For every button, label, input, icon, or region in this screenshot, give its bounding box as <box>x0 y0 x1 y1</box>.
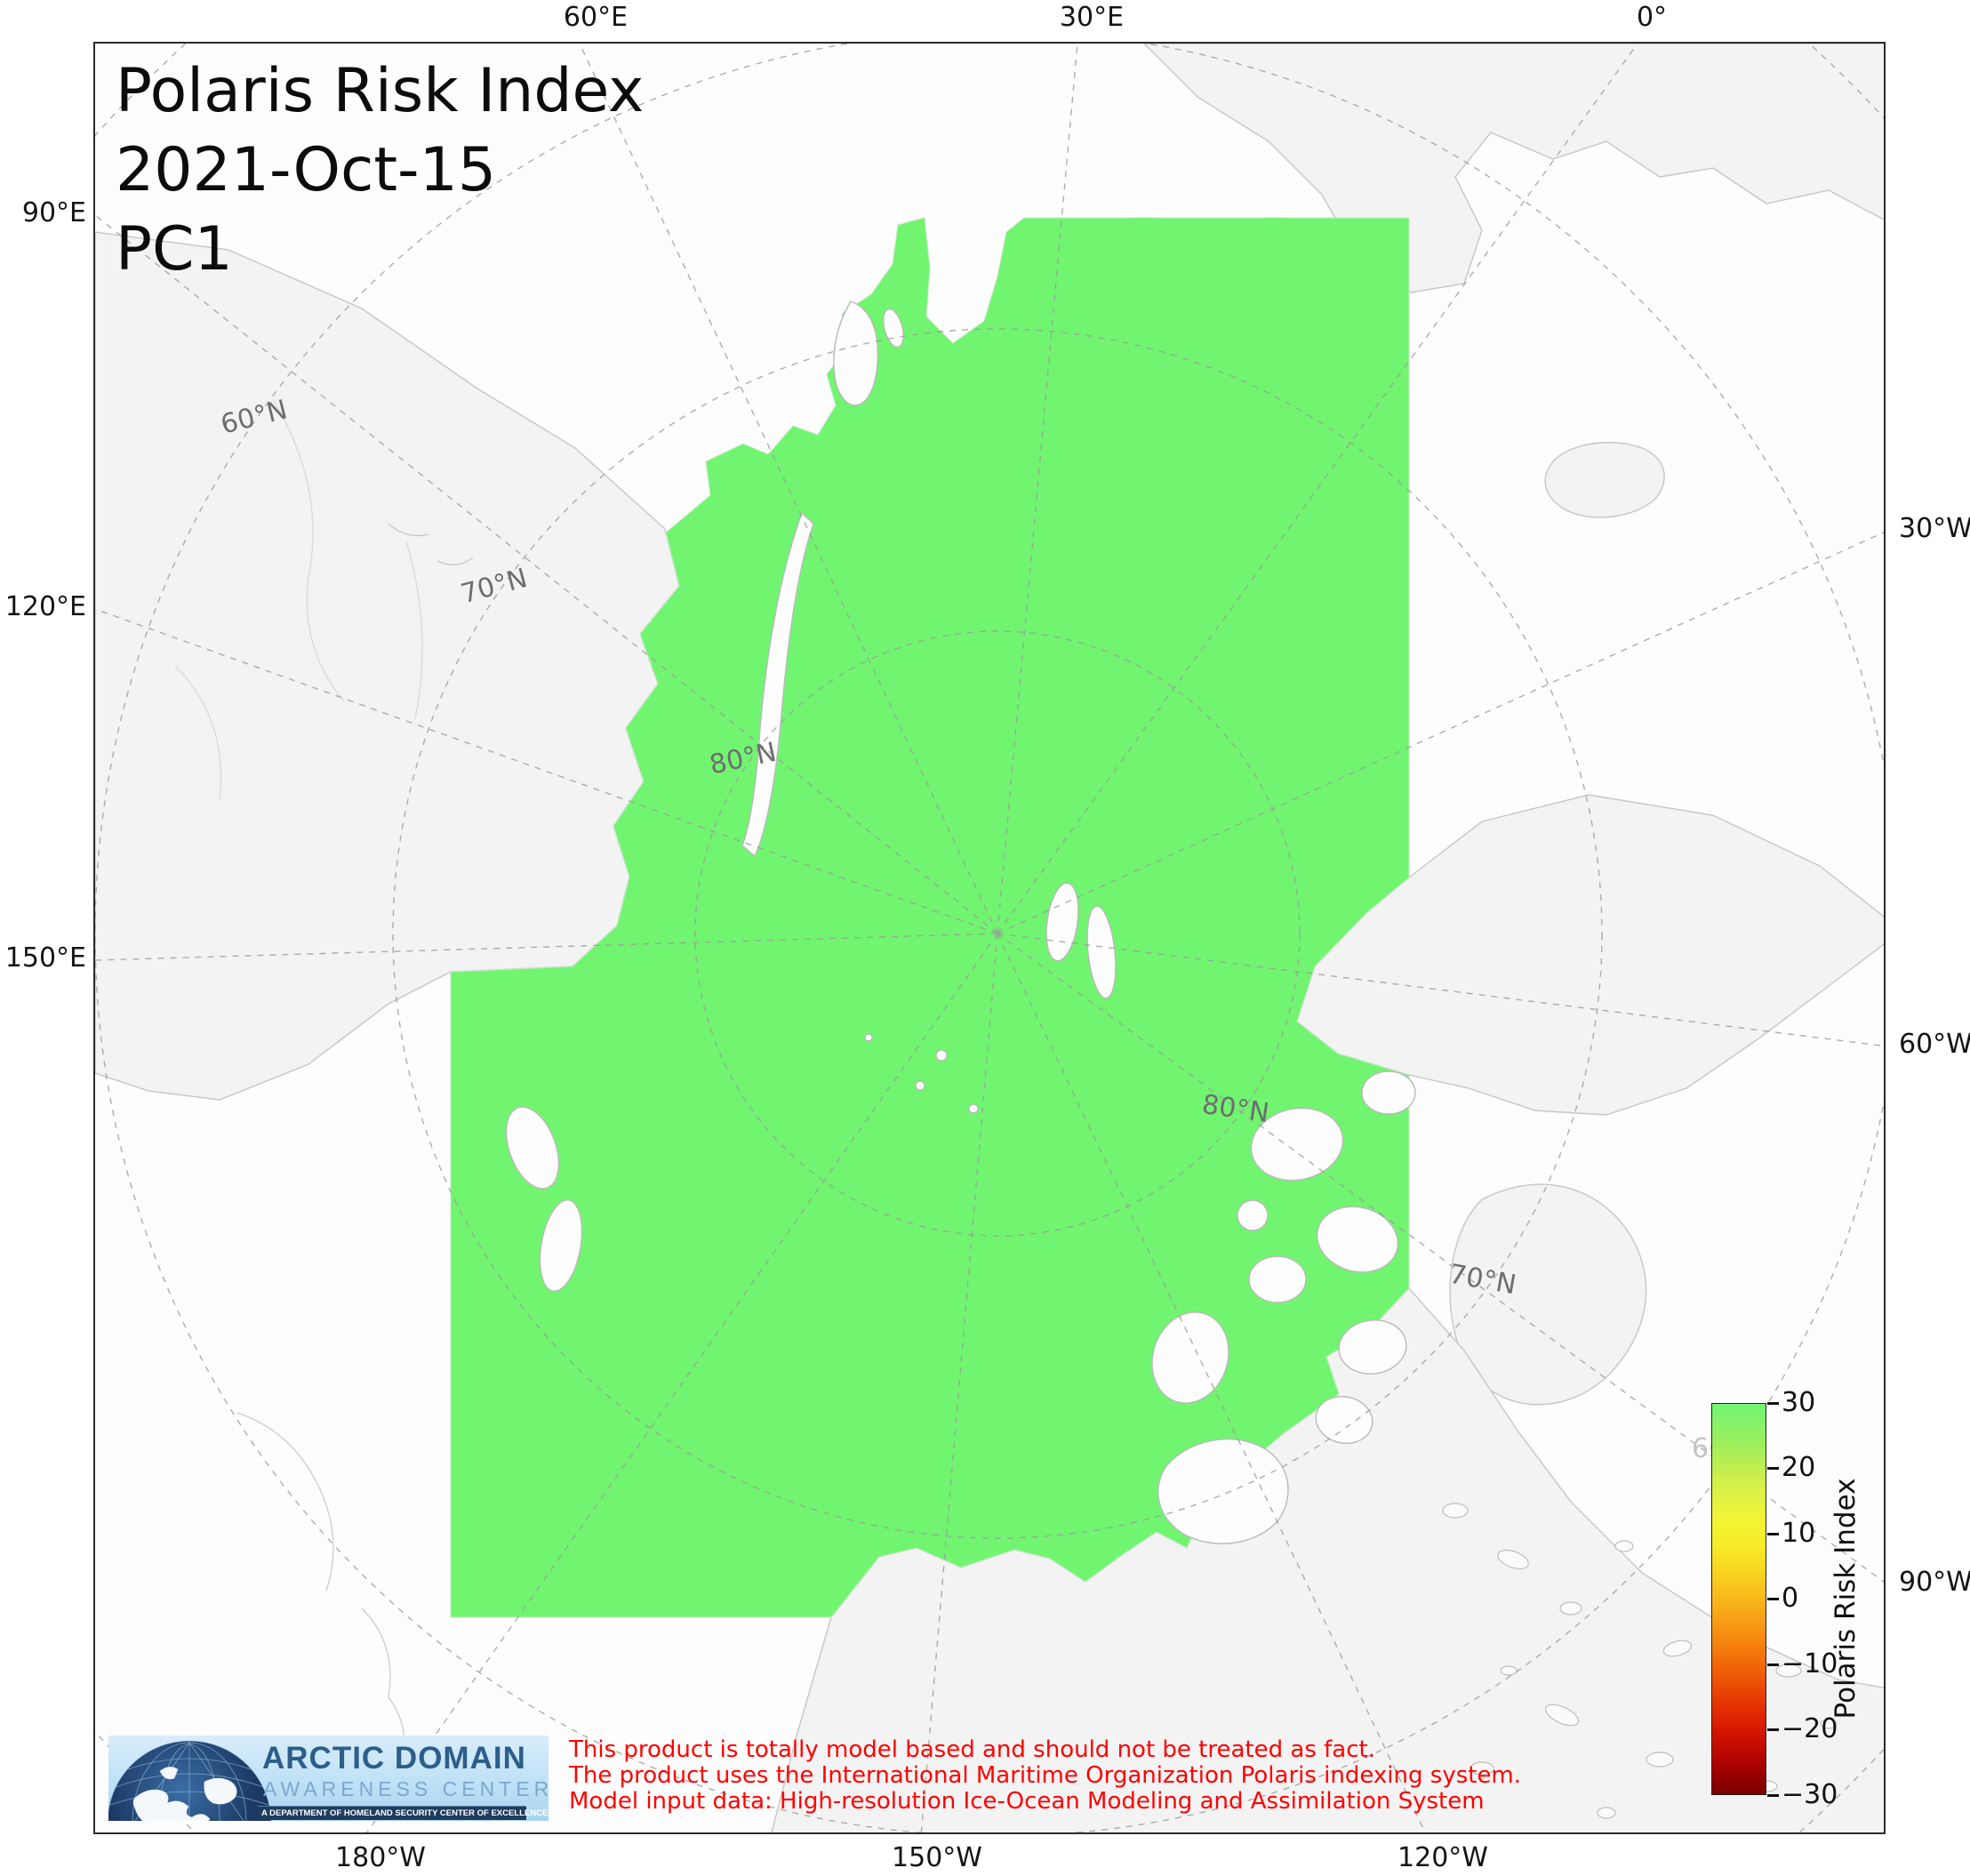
colorbar-tick-n20 <box>1767 1728 1779 1731</box>
disclaimer-line1: This product is totally model based and … <box>569 1736 1375 1763</box>
colorbar-ticklabel-n10: −10 <box>1782 1648 1838 1680</box>
axis-label-30e: 30°E <box>1059 2 1125 33</box>
logo-tagline-bar: A DEPARTMENT OF HOMELAND SECURITY CENTER… <box>258 1806 548 1820</box>
disclaimer-line2: The product uses the International Marit… <box>569 1762 1522 1789</box>
colorbar-tick-30 <box>1767 1402 1779 1405</box>
colorbar-tick-10 <box>1767 1533 1779 1535</box>
colorbar-axis-label: Polaris Risk Index <box>1830 1478 1862 1720</box>
axis-label-90e: 90°E <box>21 197 86 228</box>
meridians <box>95 44 1884 1832</box>
island-banks <box>1151 1311 1229 1404</box>
axis-label-150w: 150°W <box>892 1842 982 1873</box>
disclaimer-text: This product is totally model based and … <box>569 1737 1521 1815</box>
colorbar-tick-n10 <box>1767 1664 1779 1666</box>
logo-tagline: A DEPARTMENT OF HOMELAND SECURITY CENTER… <box>261 1808 549 1818</box>
island-victoria <box>1157 1438 1289 1544</box>
axis-label-150e: 150°E <box>4 942 86 974</box>
colorbar-tick-20 <box>1767 1467 1779 1470</box>
map-plot-area <box>93 42 1886 1834</box>
canada-lakes <box>1442 1503 1838 1819</box>
map-title-date: 2021-Oct-15 <box>116 135 497 205</box>
parallel-80n <box>694 630 1301 1237</box>
parallel-70n <box>392 328 1603 1539</box>
colorbar-tick-0 <box>1767 1598 1779 1600</box>
colorbar-ticklabel-n20: −20 <box>1782 1713 1838 1744</box>
logo-title: ARCTIC DOMAIN <box>262 1741 526 1776</box>
map-title-variable: PC1 <box>116 214 233 285</box>
map-title: Polaris Risk Index 2021-Oct-15 PC1 <box>116 52 644 289</box>
axis-label-120e: 120°E <box>4 591 86 622</box>
axis-label-0: 0° <box>1636 2 1668 33</box>
colorbar-ticklabel-30: 30 <box>1782 1387 1816 1418</box>
colorbar-ticklabel-n30: −30 <box>1782 1779 1838 1810</box>
land-iceland <box>1544 441 1665 518</box>
logo-subtitle: AWARENESS CENTER <box>263 1777 549 1800</box>
axis-label-30w: 30°W <box>1899 513 1970 544</box>
globe-icon <box>108 1740 272 1821</box>
axis-label-60w: 60°W <box>1899 1029 1970 1060</box>
colorbar-ticklabel-20: 20 <box>1782 1452 1816 1483</box>
adac-logo: ARCTIC DOMAIN AWARENESS CENTER A DEPARTM… <box>108 1736 549 1821</box>
land-baffin <box>1449 1183 1647 1406</box>
island-severnaya <box>505 1106 560 1190</box>
land-scandinavia <box>1143 44 1884 293</box>
axis-label-180w: 180°W <box>335 1842 426 1873</box>
disclaimer-line3: Model input data: High-resolution Ice-Oc… <box>569 1788 1485 1815</box>
axis-label-90w: 90°W <box>1899 1567 1970 1598</box>
island-svalbard <box>833 301 879 406</box>
axis-label-120w: 120°W <box>1397 1842 1488 1873</box>
island-novaya-zemlya <box>741 511 814 858</box>
graticule <box>95 44 1884 1832</box>
colorbar-tick-n30 <box>1767 1794 1779 1797</box>
land-coastlines <box>95 44 1884 1832</box>
arctic-map <box>95 44 1884 1832</box>
map-title-line1: Polaris Risk Index <box>116 56 645 126</box>
axis-label-60e: 60°E <box>563 2 629 33</box>
colorbar-ticklabel-10: 10 <box>1782 1518 1816 1549</box>
colorbar-ticklabel-0: 0 <box>1782 1583 1799 1614</box>
island-holes <box>505 301 1416 1544</box>
colorbar-gradient <box>1711 1403 1766 1795</box>
